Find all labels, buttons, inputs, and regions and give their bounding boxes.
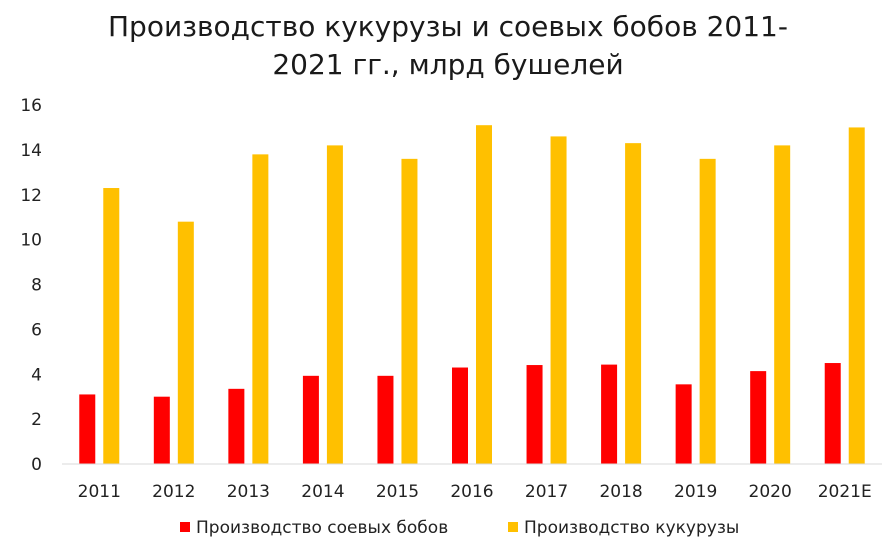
soybean-bar [452,367,468,464]
corn-bar [848,127,865,464]
x-tick-label: 2015 [376,482,419,502]
legend-item-soybean: Производство соевых бобов [180,518,448,538]
corn-bar [699,158,716,464]
y-tick-label: 12 [20,186,42,206]
chart-title: Производство кукурузы и соевых бобов 201… [0,8,896,84]
bars [79,125,865,465]
y-tick-label: 10 [20,231,42,251]
soybean-bar [675,384,692,464]
y-tick-label: 2 [31,410,42,430]
soybean-bar [377,375,394,464]
legend-swatch [508,522,518,532]
legend: Производство соевых бобов Производство ку… [180,518,739,538]
x-tick-label: 2013 [227,482,270,502]
soybean-bar [153,396,170,464]
legend-label: Производство кукурузы [524,518,739,538]
x-tick-label: 2012 [152,482,195,502]
y-tick-label: 0 [31,455,42,475]
soybean-bar [302,375,319,464]
corn-bar [252,154,269,465]
soybean-bar [750,371,767,464]
corn-bar [774,145,791,464]
x-tick-label: 2011 [78,482,121,502]
legend-item-corn: Производство кукурузы [508,518,739,538]
x-axis: 2011 2012 2013 2014 2015 2016 2017 2018 2019 2020… [78,482,872,502]
x-tick-label: 2016 [450,482,493,502]
x-tick-label: 2021E [818,482,872,502]
corn-bar [625,143,642,465]
soybean-bar [601,364,618,464]
soybean-bar [79,394,96,464]
soybean-bar [824,363,841,464]
x-tick-label: 2019 [674,482,717,502]
corn-bar [326,145,343,464]
x-tick-label: 2017 [525,482,568,502]
y-tick-label: 14 [20,141,42,161]
x-tick-label: 2018 [599,482,642,502]
soybean-bar [526,365,543,464]
chart-title-line-2: 2021 гг., млрд бушелей [272,48,624,81]
corn-bar [401,158,418,464]
x-tick-label: 2020 [749,482,792,502]
y-tick-label: 8 [31,276,42,296]
y-tick-label: 16 [20,96,42,116]
x-tick-label: 2014 [301,482,344,502]
corn-bar [177,221,194,464]
corn-bar [476,125,492,464]
y-axis: 0 2 4 6 8 10 12 14 16 [20,96,42,475]
corn-bar [550,136,567,464]
y-tick-label: 6 [31,320,42,340]
legend-label: Производство соевых бобов [196,518,448,538]
legend-swatch [180,522,190,532]
soybean-bar [228,388,245,464]
chart-title-line-1: Производство кукурузы и соевых бобов 201… [108,10,788,43]
corn-bar [103,188,120,465]
y-tick-label: 4 [31,365,42,385]
